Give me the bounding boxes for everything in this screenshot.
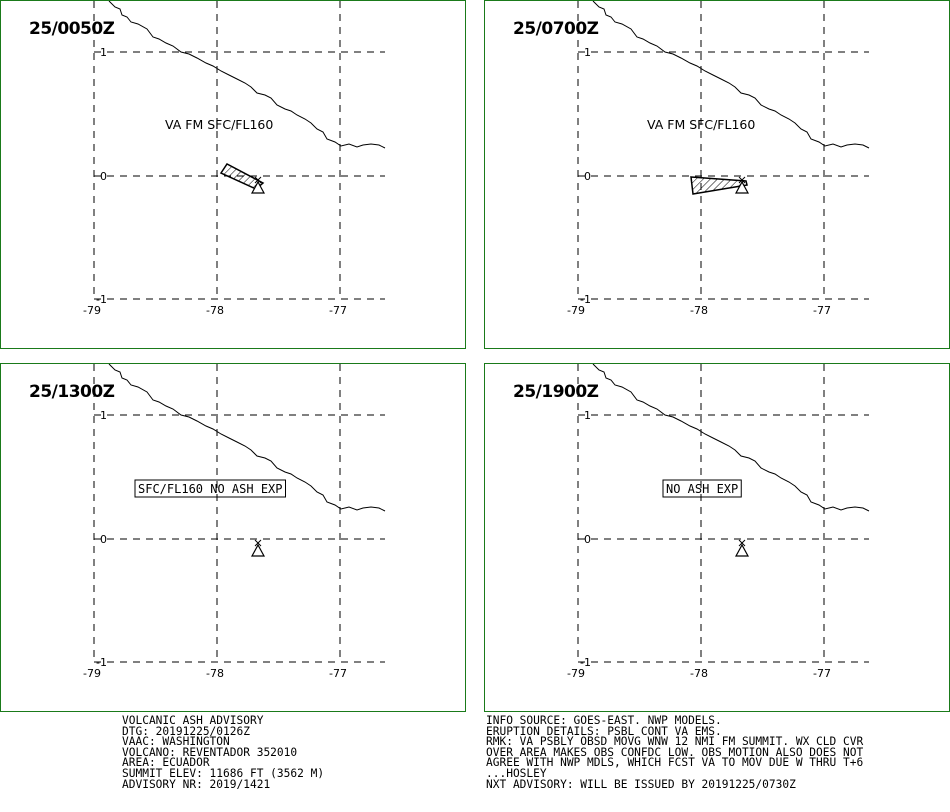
panel-time: 25/0050Z — [29, 19, 115, 39]
ash-cloud-polygon — [690, 176, 748, 195]
lat-tick-label: 1 — [584, 46, 591, 59]
map-canvas: 1 0 -1-79 -78 -77 SFC/FL160 NO ASH EXP — [83, 364, 386, 680]
footer-line: VOLCANIC ASH ADVISORY — [122, 714, 264, 727]
footer-line: NXT ADVISORY: WILL BE ISSUED BY 20191225… — [486, 777, 796, 791]
lat-tick-label: 1 — [100, 409, 107, 422]
coastline — [108, 364, 386, 512]
coastline — [108, 1, 386, 149]
lat-tick-label: 1 — [584, 409, 591, 422]
lon-tick-label: -79 — [567, 667, 585, 680]
footer-line: OVER AREA MAKES OBS CONFDC LOW. OBS MOTI… — [486, 745, 864, 759]
volcano-triangle-icon — [250, 539, 266, 557]
footer-line: VOLCANO: REVENTADOR 352010 — [122, 745, 298, 759]
lat-tick-label: 0 — [100, 533, 107, 546]
advisory-label: VA FM SFC/FL160 — [165, 117, 273, 132]
advisory-label: NO ASH EXP — [666, 482, 738, 496]
forecast-panel-0050z: 1 0 -1 -79 -78 -77 VA FM SFC/FL160 25/0050Z — [0, 0, 466, 349]
lon-tick-label: -77 — [329, 304, 347, 317]
map-canvas: 1 0 -1-79 -78 -77 NO ASH EXP — [567, 364, 870, 680]
lon-tick-label: -77 — [329, 667, 347, 680]
lat-tick-label: -1 — [96, 656, 107, 669]
lat-tick-label: 0 — [584, 533, 591, 546]
panel-time: 25/0700Z — [513, 19, 599, 39]
lon-tick-label: -78 — [206, 667, 224, 680]
footer-line: ERUPTION DETAILS: PSBL CONT VA EMS. — [486, 724, 722, 738]
footer-line: AREA: ECUADOR — [122, 756, 210, 770]
footer-line: ...HOSLEY — [486, 766, 547, 780]
lon-tick-label: -77 — [813, 667, 831, 680]
map-canvas: 1 0 -1-79 -78 -77 VA FM SFC/FL160 — [83, 1, 386, 317]
footer-line: ADVISORY NR: 2019/1421 — [122, 777, 271, 791]
volcano-triangle-icon — [250, 176, 266, 194]
lon-tick-label: -77 — [813, 304, 831, 317]
lat-tick-label: 1 — [100, 46, 107, 59]
lon-tick-label: -79 — [83, 667, 101, 680]
advisory-label: SFC/FL160 NO ASH EXP — [138, 482, 283, 496]
lat-tick-label: -1 — [96, 293, 107, 306]
advisory-remarks-text: INFO SOURCE: GOES-EAST. NWP MODELS. ERUPT… — [486, 714, 864, 791]
coastline — [592, 1, 870, 149]
label-box — [662, 479, 742, 498]
forecast-panel-1900z: 1 0 -1 -79 -78 -77 NO ASH EXP 25/1900Z — [484, 363, 950, 712]
footer-line: VAAC: WASHINGTON — [122, 735, 230, 749]
advisory-header-text: VOLCANIC ASH ADVISORY DTG: 20191225/0126Z… — [122, 714, 325, 791]
footer-line: AGREE WITH NWP MDLS, WHICH FCST VA TO MO… — [486, 756, 864, 770]
panel-time: 25/1300Z — [29, 382, 115, 402]
map-canvas: 1 0 -1-79 -78 -77 VA FM SFC/FL160 — [567, 1, 870, 317]
footer-line: DTG: 20191225/0126Z — [122, 724, 250, 738]
lon-tick-label: -79 — [567, 304, 585, 317]
footer-line: SUMMIT ELEV: 11686 FT (3562 M) — [122, 766, 325, 780]
lat-tick-label: 0 — [100, 170, 107, 183]
lat-tick-label: -1 — [580, 656, 591, 669]
forecast-panel-1300z: 1 0 -1 -79 -78 -77 SFC/FL160 NO ASH EXP 25/130… — [0, 363, 466, 712]
volcano-triangle-icon — [734, 176, 750, 194]
lon-tick-label: -78 — [690, 304, 708, 317]
panel-time: 25/1900Z — [513, 382, 599, 402]
label-box — [134, 479, 286, 498]
footer-line: INFO SOURCE: GOES-EAST. NWP MODELS. — [486, 714, 722, 727]
volcano-triangle-icon — [734, 539, 750, 557]
lat-tick-label: -1 — [580, 293, 591, 306]
ash-cloud-polygon — [219, 163, 265, 190]
lon-tick-label: -79 — [83, 304, 101, 317]
advisory-label: VA FM SFC/FL160 — [647, 117, 755, 132]
lon-tick-label: -78 — [206, 304, 224, 317]
forecast-panel-0700z: 1 0 -1 -79 -78 -77 VA FM SFC/FL160 25/0700Z — [484, 0, 950, 349]
lat-tick-label: 0 — [584, 170, 591, 183]
lon-tick-label: -78 — [690, 667, 708, 680]
footer-line: RMK: VA PSBLY OBSD MOVG WNW 12 NMI FM SU… — [486, 735, 864, 749]
coastline — [592, 364, 870, 512]
